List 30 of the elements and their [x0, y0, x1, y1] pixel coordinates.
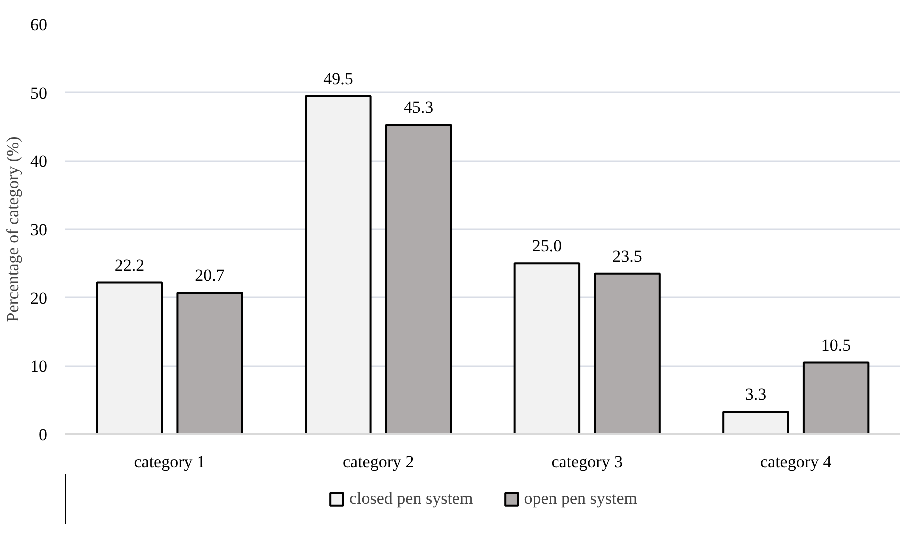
text: 22.2	[114, 256, 145, 275]
legend-label: closed pen system	[349, 489, 474, 509]
text: 3.3	[745, 384, 767, 404]
x-tick-label: category 2	[342, 452, 414, 472]
text: 10.5	[821, 336, 852, 355]
x-tick-label: category 4	[760, 452, 832, 472]
bar	[802, 362, 870, 434]
bar	[594, 272, 661, 434]
y-tick-label: 50	[30, 84, 48, 103]
bar	[514, 262, 581, 434]
bar	[385, 124, 452, 434]
bar	[96, 282, 164, 434]
x-tick-label: category 1	[134, 452, 206, 472]
text: 23.5	[612, 246, 642, 266]
y-tick-label: 60	[30, 16, 48, 34]
text: 25.0	[532, 236, 562, 256]
text: 45.3	[404, 98, 434, 117]
y-tick-label: 20	[30, 288, 48, 308]
y-tick-label: 10	[30, 357, 48, 376]
y-tick-label: 40	[30, 152, 48, 172]
text: 49.5	[324, 69, 354, 88]
y-tick-label: 30	[30, 220, 48, 240]
bar	[305, 95, 372, 434]
y-tick-label: 0	[39, 426, 48, 444]
bar	[722, 410, 790, 434]
legend-label: open pen system	[524, 489, 638, 509]
text: 20.7	[195, 266, 225, 286]
bar	[176, 292, 244, 434]
x-tick-label: category 3	[552, 452, 624, 472]
y-axis-title: Percentage of category (%)	[4, 136, 22, 322]
